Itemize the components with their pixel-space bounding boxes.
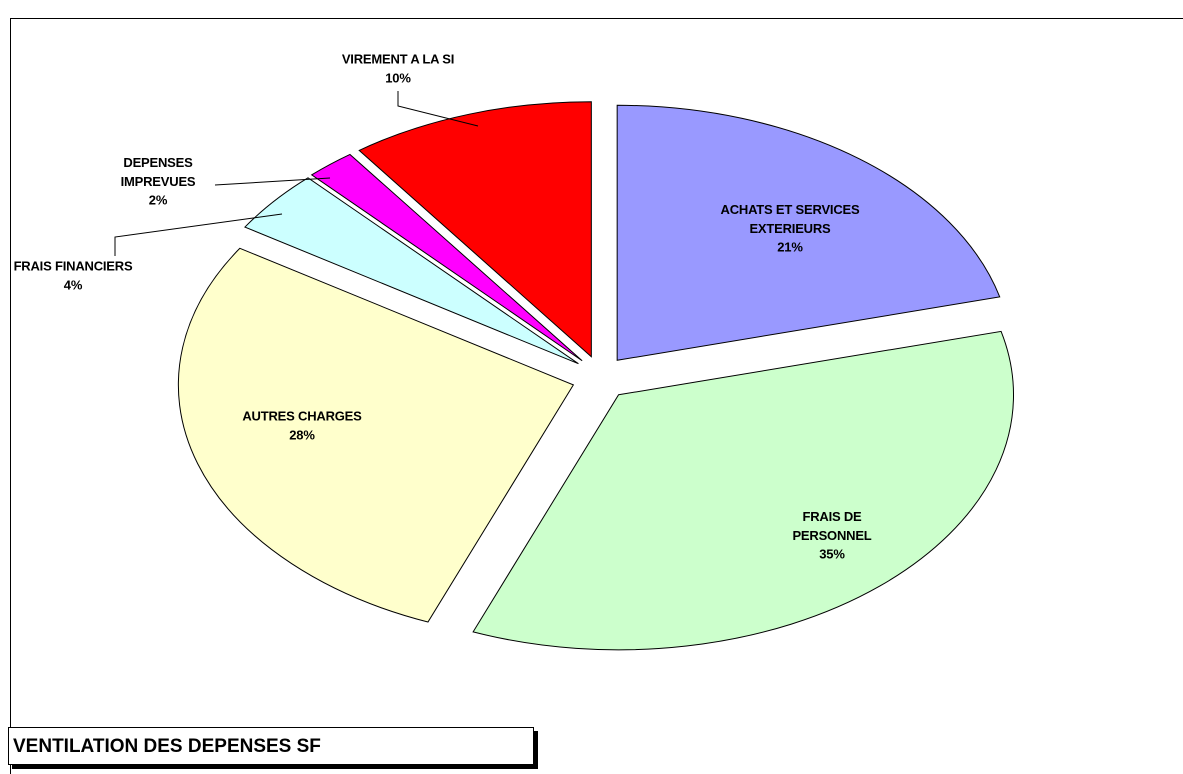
pie-slice <box>310 153 583 362</box>
slice-value-label: 4% <box>63 277 83 292</box>
slice-value-label: 21% <box>777 239 803 255</box>
slice-label: ACHATS ET SERVICES EXTERIEURS <box>720 201 860 236</box>
slice-label: FRAIS FINANCIERS <box>13 258 133 273</box>
slice-value-label: 28% <box>289 427 315 442</box>
slice-value-label: 35% <box>819 546 845 562</box>
pie-slice <box>358 101 592 358</box>
slice-label: AUTRES CHARGES <box>242 408 362 423</box>
pie-slice <box>244 177 579 365</box>
pie-slice <box>616 104 1001 361</box>
chart-title: VENTILATION DES DEPENSES SF <box>8 727 534 765</box>
slice-label: VIREMENT A LA SI <box>341 51 455 66</box>
leader-line <box>397 91 479 127</box>
slice-value-label: 10% <box>385 70 411 85</box>
slice-label: FRAIS DE PERSONNEL <box>792 508 872 543</box>
slice-label: DEPENSES IMPREVUES <box>120 154 196 189</box>
pie-slice <box>472 330 1015 651</box>
leader-line <box>114 213 283 256</box>
pie-slice <box>177 247 575 623</box>
slice-value-label: 2% <box>148 192 168 208</box>
leader-line <box>214 177 331 186</box>
plot-border <box>10 18 1183 774</box>
